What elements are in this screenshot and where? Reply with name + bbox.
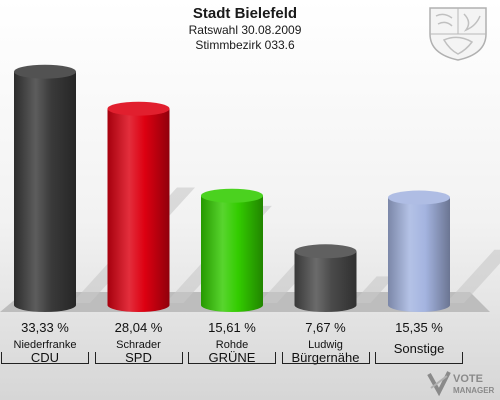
value-label-3: 7,67 %	[305, 320, 346, 335]
value-label-4: 15,35 %	[395, 320, 443, 335]
chart-subtitle-date: Ratswahl 30.08.2009	[188, 23, 302, 37]
chart-subtitle-district: Stimmbezirk 033.6	[195, 38, 295, 52]
value-label-1: 28,04 %	[114, 320, 163, 335]
bar-shadow-4	[446, 249, 500, 303]
bar-1	[107, 108, 170, 312]
vote-manager-logo: VOTE MANAGER	[427, 371, 495, 397]
bar-0	[14, 71, 76, 312]
category-bracket-1	[94, 352, 183, 364]
bar-cap-0	[14, 64, 76, 79]
party-label-0: CDU	[30, 350, 60, 365]
chart-title: Stadt Bielefeld	[192, 5, 298, 22]
bar-4	[388, 197, 450, 312]
category-bracket-3	[281, 352, 370, 364]
coat-of-arms-logo	[429, 7, 487, 61]
value-label-0: 33,33 %	[21, 320, 69, 335]
bar-shadow-3	[352, 276, 395, 303]
bar-3	[294, 251, 357, 312]
logo-vote-text: VOTE	[453, 373, 483, 385]
logo-manager-text: MANAGER	[453, 386, 495, 395]
bar-cap-4	[388, 190, 450, 205]
bar-cap-1	[107, 101, 170, 116]
candidate-label-0: Niederfranke	[13, 339, 77, 351]
bar-cap-2	[201, 188, 263, 203]
category-bracket-2	[188, 352, 276, 364]
party-label-1: SPD	[125, 350, 152, 365]
bar-cap-3	[294, 244, 357, 259]
candidate-label-3: Ludwig	[308, 339, 343, 351]
bar-2	[201, 195, 263, 312]
value-label-2: 15,61 %	[208, 320, 256, 335]
category-bracket-0	[1, 352, 89, 364]
category-bracket-4	[375, 352, 463, 364]
party-label-3: Bürgernähe	[291, 350, 360, 365]
party-label-4: Sonstige	[393, 341, 445, 356]
candidate-label-2: Rohde	[215, 339, 249, 351]
party-label-2: GRÜNE	[208, 350, 256, 365]
candidate-label-1: Schrader	[116, 339, 161, 351]
